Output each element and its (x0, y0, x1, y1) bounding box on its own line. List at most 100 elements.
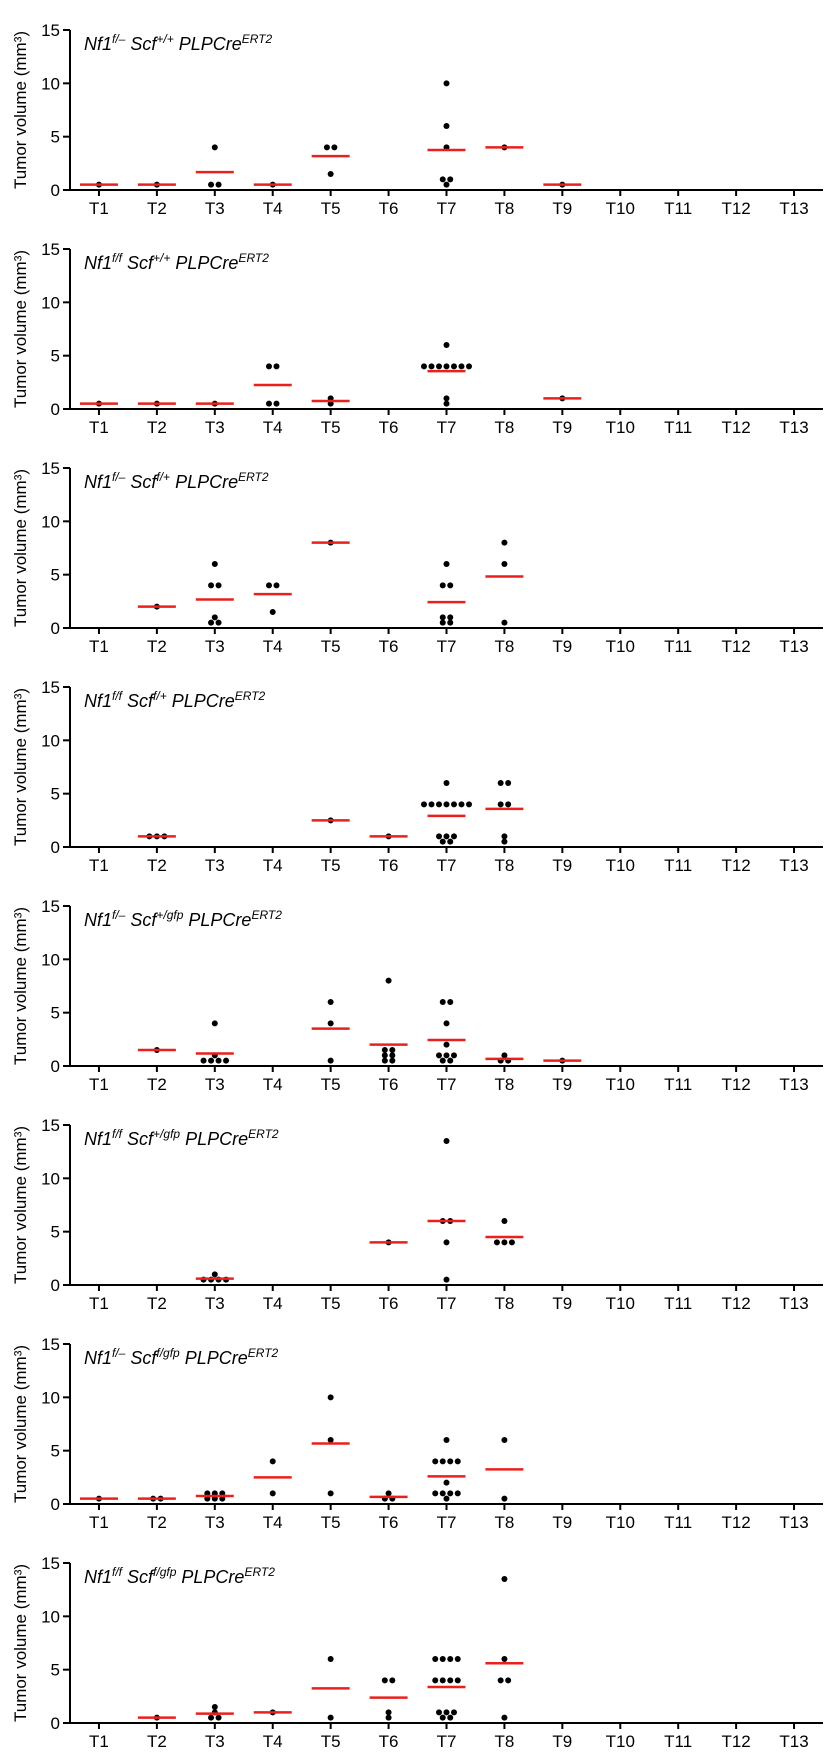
data-dot (439, 176, 446, 183)
data-dot (432, 1656, 439, 1662)
y-tick-label: 15 (41, 459, 60, 478)
data-dot (443, 1437, 450, 1443)
panel-title: Nf1f/– Scff/+ PLPCreERT2 (84, 470, 269, 492)
x-tick-label: T3 (205, 1513, 225, 1532)
data-dot (501, 1495, 508, 1502)
data-dot (389, 1677, 396, 1684)
y-tick-label: 10 (41, 950, 60, 969)
data-dot (327, 1437, 334, 1443)
data-dot (439, 582, 446, 589)
data-dot (323, 144, 330, 151)
data-dot (443, 1239, 450, 1246)
x-tick-label: T1 (89, 856, 109, 875)
y-tick-label: 10 (41, 731, 60, 750)
y-tick-label: 15 (41, 21, 60, 40)
data-dot (211, 614, 218, 621)
data-dot (269, 1490, 276, 1497)
x-tick-label: T3 (205, 856, 225, 875)
x-tick-label: T9 (552, 199, 572, 218)
title-text: PLPCre (170, 472, 238, 492)
y-tick-label: 0 (51, 1276, 60, 1295)
y-tick-label: 15 (41, 1554, 60, 1573)
x-tick-label: T5 (321, 637, 341, 656)
x-tick-label: T4 (263, 1732, 283, 1751)
panel-title: Nf1f/f Scf+/gfp PLPCreERT2 (84, 1127, 279, 1149)
title-superscript: f/– (112, 908, 126, 922)
data-dot (454, 1458, 461, 1465)
x-tick-label: T5 (321, 1513, 341, 1532)
data-dot (208, 1057, 215, 1064)
x-tick-label: T4 (263, 418, 283, 437)
x-tick-label: T5 (321, 199, 341, 218)
data-dot (215, 181, 222, 188)
y-tick-label: 0 (51, 1057, 60, 1076)
x-tick-label: T13 (779, 1513, 808, 1532)
data-dot (443, 342, 450, 348)
x-tick-label: T6 (379, 1294, 399, 1313)
data-dot (432, 1677, 439, 1684)
data-dot (211, 1704, 218, 1710)
x-tick-label: T4 (263, 199, 283, 218)
x-tick-label: T6 (379, 1513, 399, 1532)
x-tick-label: T9 (552, 1294, 572, 1313)
data-dot (443, 80, 450, 87)
data-dot (432, 1490, 439, 1497)
x-tick-label: T13 (779, 418, 808, 437)
x-tick-label: T2 (147, 637, 167, 656)
data-dot (451, 363, 457, 370)
y-tick-label: 10 (41, 74, 60, 93)
x-tick-label: T5 (321, 418, 341, 437)
data-dot (443, 1041, 450, 1048)
title-text: Nf1 (84, 691, 112, 711)
data-dot (447, 614, 454, 621)
x-tick-label: T12 (721, 1294, 750, 1313)
y-tick-label: 10 (41, 512, 60, 531)
data-dot (385, 1709, 392, 1716)
data-dot (436, 833, 442, 840)
data-dot (447, 176, 454, 183)
x-tick-label: T3 (205, 1075, 225, 1094)
data-dot (505, 801, 512, 808)
x-tick-label: T6 (379, 1075, 399, 1094)
x-tick-label: T7 (437, 199, 457, 218)
y-axis-label: Tumor volume (mm³) (11, 907, 30, 1065)
data-dot (432, 1458, 439, 1465)
x-tick-label: T1 (89, 199, 109, 218)
y-axis-label: Tumor volume (mm³) (11, 469, 30, 627)
panel-title: Nf1f/f Scf+/+ PLPCreERT2 (84, 251, 269, 273)
title-text: PLPCre (170, 253, 238, 273)
data-dot (273, 363, 280, 370)
x-tick-label: T7 (437, 637, 457, 656)
data-dot (215, 619, 222, 626)
x-tick-label: T3 (205, 199, 225, 218)
x-tick-label: T13 (779, 637, 808, 656)
data-dot (200, 1057, 207, 1064)
y-tick-label: 5 (51, 1661, 60, 1680)
data-dot (421, 363, 427, 370)
data-dot (211, 1020, 218, 1027)
data-dot (331, 144, 338, 151)
data-dot (327, 1057, 334, 1064)
x-tick-label: T9 (552, 1732, 572, 1751)
data-dot (273, 582, 280, 589)
data-dot (265, 582, 272, 589)
data-dot (381, 1052, 388, 1059)
title-superscript: f/+ (156, 470, 170, 484)
title-text: PLPCre (183, 910, 251, 930)
data-dot (447, 1490, 454, 1497)
data-dot (501, 1576, 508, 1582)
data-dot (458, 363, 465, 370)
data-dot (265, 363, 272, 370)
x-tick-label: T2 (147, 1513, 167, 1532)
x-tick-label: T11 (664, 1294, 692, 1313)
x-tick-label: T13 (779, 1294, 808, 1313)
data-dot (327, 999, 334, 1005)
data-dot (389, 1057, 396, 1064)
data-dot (211, 1271, 218, 1278)
panel: Tumor volume (mm³) 0 5 10 15 Nf1f/f Scff/gfp … (11, 1554, 823, 1751)
y-axis-label: Tumor volume (mm³) (11, 250, 30, 408)
data-dot (447, 619, 454, 626)
title-text: Scf (125, 910, 158, 930)
data-dot (501, 833, 508, 840)
data-dot (327, 171, 334, 177)
